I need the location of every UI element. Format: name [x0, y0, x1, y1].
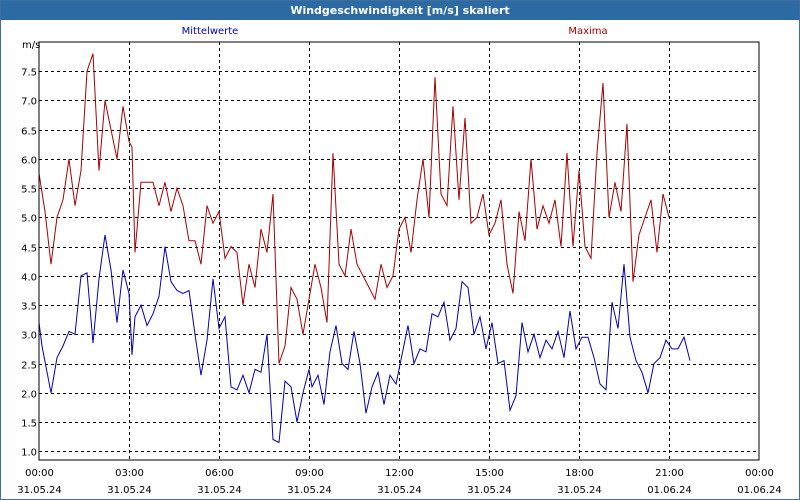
- x-tick-time: 00:00: [745, 468, 774, 479]
- x-tick-date: 31.05.24: [557, 485, 602, 496]
- x-tick-date: 31.05.24: [377, 485, 422, 496]
- x-tick-date: 31.05.24: [17, 485, 62, 496]
- y-tick-label: 1.0: [21, 448, 37, 459]
- y-tick-label: 6.5: [21, 127, 37, 138]
- x-tick-labels: 00:00 31.05.24 03:00 31.05.24 06:00 31.05.24 0…: [17, 468, 782, 496]
- x-tick-time: 21:00: [655, 468, 684, 479]
- x-tick-time: 09:00: [295, 468, 324, 479]
- legend-maxima: Maxima: [568, 26, 607, 37]
- x-tick-date: 31.05.24: [197, 485, 242, 496]
- y-tick-label: 3.5: [21, 302, 37, 313]
- x-tick-date: 01.06.24: [737, 485, 782, 496]
- y-tick-label: 5.0: [21, 214, 37, 225]
- x-tick-time: 03:00: [115, 468, 144, 479]
- grid: [39, 42, 759, 460]
- legend-mittelwerte: Mittelwerte: [182, 26, 239, 37]
- y-tick-label: 4.5: [21, 244, 37, 255]
- y-tick-label: 2.0: [21, 390, 37, 401]
- series-mittelwerte-line: [38, 234, 691, 444]
- x-tick-time: 06:00: [205, 468, 234, 479]
- y-axis-unit: m/s: [22, 40, 40, 51]
- series-maxima-line: [38, 53, 670, 364]
- y-tick-label: 7.0: [21, 97, 37, 108]
- x-tick-time: 18:00: [565, 468, 594, 479]
- y-tick-label: 5.5: [21, 185, 37, 196]
- y-tick-label: 1.5: [21, 419, 37, 430]
- x-tick-time: 00:00: [25, 468, 54, 479]
- chart-title: Windgeschwindigkeit [m/s] skaliert: [1, 1, 799, 20]
- x-tick-date: 31.05.24: [107, 485, 152, 496]
- x-tick-time: 12:00: [385, 468, 414, 479]
- y-tick-labels: 1.0 1.5 2.0 2.5 3.0 3.5 4.0 4.5 5.0 5.5 6.0 6.5 7.0 7…: [21, 68, 37, 459]
- x-tick-date: 31.05.24: [467, 485, 512, 496]
- y-tick-label: 2.5: [21, 361, 37, 372]
- y-tick-label: 4.0: [21, 273, 37, 284]
- y-tick-label: 7.5: [21, 68, 37, 79]
- y-tick-label: 6.0: [21, 156, 37, 167]
- plot-frame: [38, 41, 760, 461]
- x-tick-time: 15:00: [475, 468, 504, 479]
- x-tick-date: 31.05.24: [287, 485, 332, 496]
- y-tick-label: 3.0: [21, 331, 37, 342]
- x-tick-date: 01.06.24: [647, 485, 692, 496]
